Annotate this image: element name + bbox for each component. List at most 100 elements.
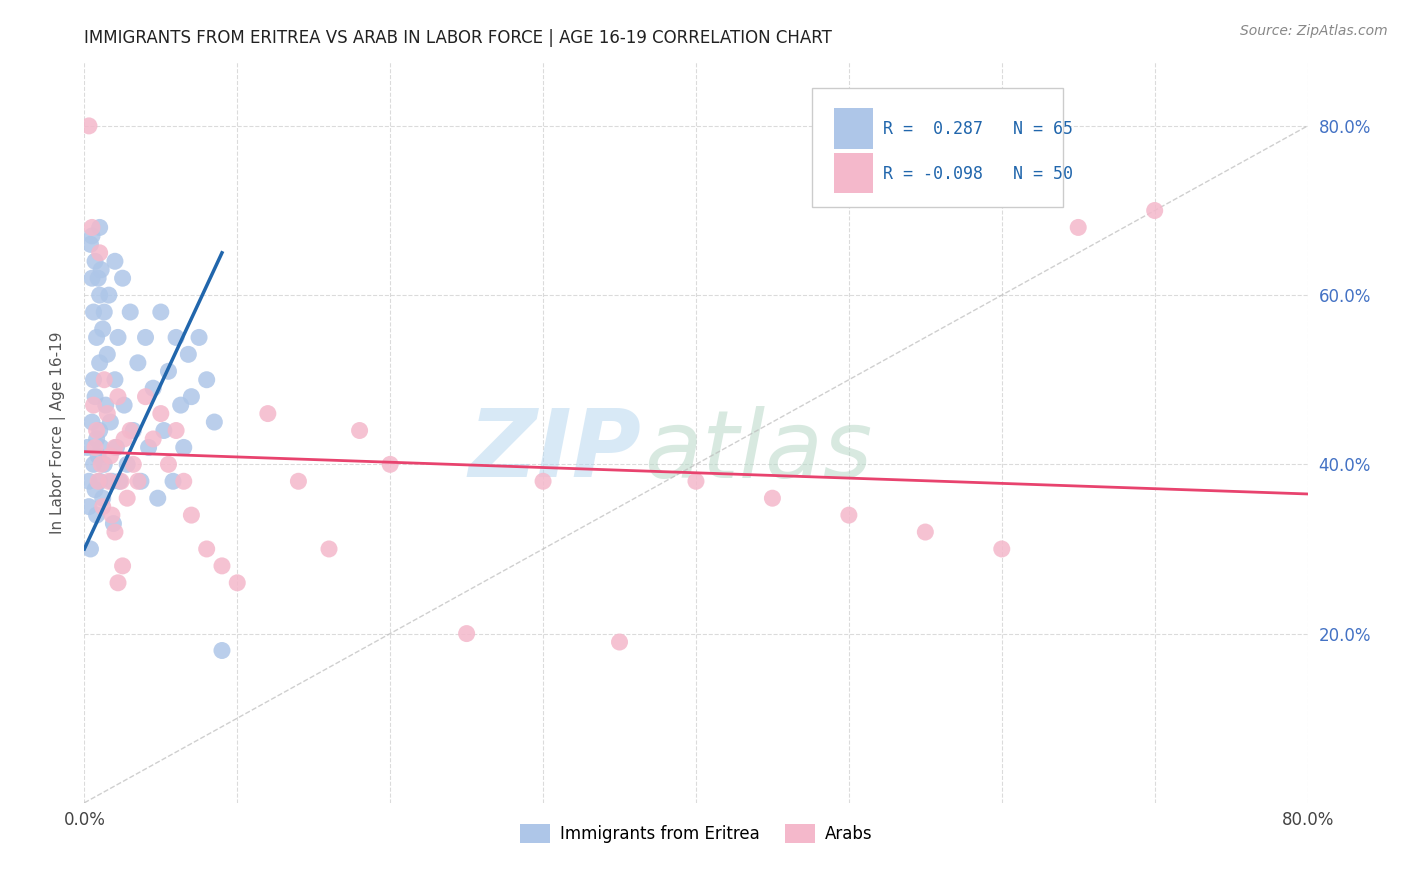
Point xyxy=(107,575,129,590)
Point xyxy=(103,516,125,531)
Point xyxy=(104,373,127,387)
Point xyxy=(87,475,110,489)
Point xyxy=(89,356,111,370)
Point xyxy=(86,424,108,438)
Point xyxy=(165,424,187,438)
Point xyxy=(79,541,101,556)
Point xyxy=(135,330,157,344)
Point xyxy=(77,475,100,489)
Point xyxy=(107,390,129,404)
Point xyxy=(142,381,165,395)
Point xyxy=(84,441,107,455)
Point xyxy=(838,508,860,522)
Point xyxy=(89,424,111,438)
Text: atlas: atlas xyxy=(644,406,873,497)
Point xyxy=(86,508,108,522)
Point xyxy=(531,475,554,489)
Point xyxy=(87,271,110,285)
Point xyxy=(257,407,280,421)
Legend: Immigrants from Eritrea, Arabs: Immigrants from Eritrea, Arabs xyxy=(513,817,879,850)
Point xyxy=(104,254,127,268)
Point xyxy=(90,441,112,455)
Point xyxy=(89,475,111,489)
Point xyxy=(120,305,142,319)
Point xyxy=(211,558,233,573)
Point xyxy=(105,441,128,455)
Point xyxy=(80,271,103,285)
Point xyxy=(135,390,157,404)
Point xyxy=(83,305,105,319)
Point xyxy=(157,458,180,472)
Point xyxy=(173,475,195,489)
Point xyxy=(149,407,172,421)
Point xyxy=(162,475,184,489)
Text: R =  0.287   N = 65: R = 0.287 N = 65 xyxy=(883,120,1073,138)
Point xyxy=(77,119,100,133)
Point xyxy=(90,262,112,277)
Point xyxy=(609,635,631,649)
Point xyxy=(91,491,114,506)
Point xyxy=(380,458,402,472)
Point xyxy=(1143,203,1166,218)
Point xyxy=(127,475,149,489)
Point xyxy=(991,541,1014,556)
Point xyxy=(93,458,115,472)
Point xyxy=(76,441,98,455)
Point xyxy=(153,424,176,438)
Point xyxy=(122,424,145,438)
FancyBboxPatch shape xyxy=(813,88,1063,207)
Point xyxy=(202,415,225,429)
Point xyxy=(142,432,165,446)
Point xyxy=(685,475,707,489)
Point xyxy=(138,441,160,455)
Point xyxy=(77,500,100,514)
Point xyxy=(104,441,127,455)
Text: IMMIGRANTS FROM ERITREA VS ARAB IN LABOR FORCE | AGE 16-19 CORRELATION CHART: IMMIGRANTS FROM ERITREA VS ARAB IN LABOR… xyxy=(84,29,832,47)
Point xyxy=(83,398,105,412)
Point xyxy=(83,458,105,472)
Point xyxy=(83,373,105,387)
Point xyxy=(110,475,132,489)
FancyBboxPatch shape xyxy=(834,108,873,149)
Point xyxy=(149,305,172,319)
Point xyxy=(180,508,202,522)
Point xyxy=(80,415,103,429)
Y-axis label: In Labor Force | Age 16-19: In Labor Force | Age 16-19 xyxy=(49,331,66,534)
Point xyxy=(107,330,129,344)
Point xyxy=(91,322,114,336)
Point xyxy=(101,475,124,489)
Point xyxy=(195,541,218,556)
Point xyxy=(115,458,138,472)
Point xyxy=(97,288,120,302)
Text: ZIP: ZIP xyxy=(468,405,641,497)
Point xyxy=(98,415,121,429)
Point xyxy=(120,424,142,438)
Point xyxy=(195,373,218,387)
Point xyxy=(89,220,111,235)
Point xyxy=(89,245,111,260)
Point xyxy=(177,347,200,361)
Point xyxy=(111,271,134,285)
Point xyxy=(1067,220,1090,235)
Point xyxy=(318,541,340,556)
Point xyxy=(456,626,478,640)
Point xyxy=(112,398,135,412)
Point xyxy=(104,524,127,539)
Point xyxy=(93,373,115,387)
Point xyxy=(97,475,120,489)
Point xyxy=(157,364,180,378)
Point xyxy=(90,458,112,472)
Text: Source: ZipAtlas.com: Source: ZipAtlas.com xyxy=(1240,24,1388,38)
Point xyxy=(146,491,169,506)
Point xyxy=(170,398,193,412)
Point xyxy=(287,475,309,489)
Point xyxy=(98,449,121,463)
Point xyxy=(96,407,118,421)
Point xyxy=(173,441,195,455)
Point xyxy=(94,398,117,412)
Point xyxy=(84,254,107,268)
Point xyxy=(112,432,135,446)
Point xyxy=(80,228,103,243)
Point xyxy=(91,500,114,514)
Point xyxy=(914,524,936,539)
